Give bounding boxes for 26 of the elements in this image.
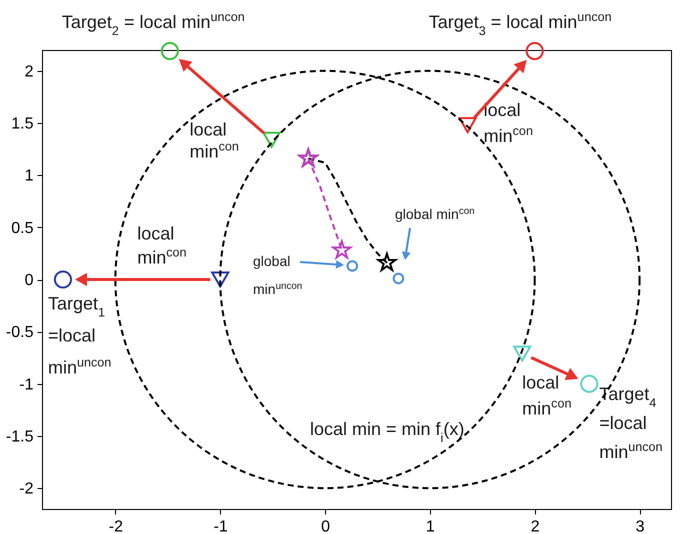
y-tick-label: 1.5 (11, 116, 34, 133)
y-tick-label: -0.5 (6, 324, 34, 342)
annotation: Target$_{4}$ =local min$^{uncon}$ (599, 384, 663, 462)
y-tick-label: 1 (24, 168, 34, 185)
annotation: local min$^{con}$ (484, 100, 533, 146)
y-tick-label: -2 (19, 480, 34, 498)
y-tick-label: -1.5 (6, 428, 34, 446)
y-tick-label: 0 (24, 272, 34, 289)
y-tick-label: -1 (19, 376, 34, 394)
annotation: local min$^{con}$ (522, 372, 572, 419)
annotation: Target$_{2}$ = local min$^{uncon}$ (62, 10, 245, 38)
annotation: Target$_{3}$ = local min$^{uncon}$ (428, 10, 612, 38)
annotation: local min$^{con}$ (137, 224, 187, 268)
x-tick-label: 0 (321, 518, 330, 534)
annotation: global min$^{uncon}$ (253, 253, 302, 297)
y-tick-label: 0.5 (11, 220, 34, 237)
annotation: local min$^{con}$ (190, 120, 239, 162)
x-tick-label: -2 (108, 518, 124, 534)
annotation: local min = min f$_{i}$(x) (310, 419, 464, 445)
x-tick-label: 2 (530, 518, 540, 534)
x-tick-label: -1 (214, 518, 228, 534)
x-tick-label: 1 (426, 518, 435, 534)
x-tick-label: 3 (636, 518, 645, 534)
annotation: Target$_{1}$ =local min$^{uncon}$ (48, 294, 112, 378)
y-tick-label: 2 (24, 63, 34, 80)
annotation: global min$^{con}$ (395, 206, 475, 222)
